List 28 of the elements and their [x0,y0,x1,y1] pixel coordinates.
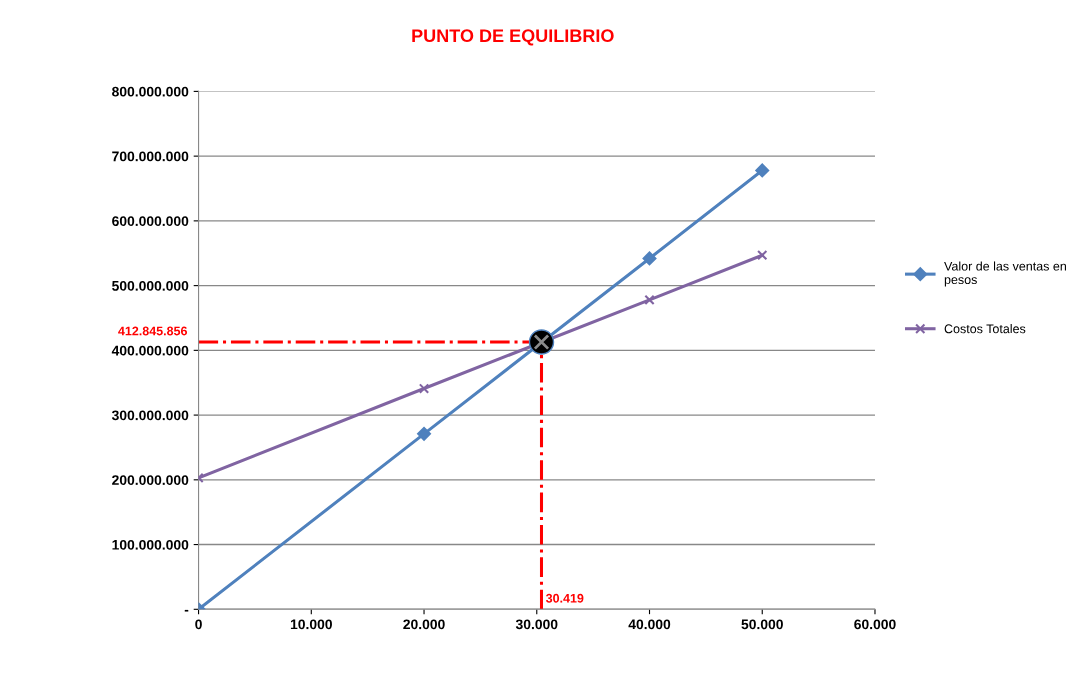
x-tick-label: 20.000 [403,619,445,630]
chart-title: PUNTO DE EQUILIBRIO [412,29,614,46]
x-tick-label: 50.000 [741,619,783,630]
point [417,426,431,441]
y-tick-label: - [184,609,189,612]
point [757,249,768,261]
y-tick-label: 600.000.000 [112,216,189,227]
point [642,251,657,266]
point [644,294,655,306]
point [418,383,430,394]
point [528,329,555,355]
x-tick-label: 10.000 [290,619,332,630]
point [755,163,770,178]
x-tick-label: 40.000 [628,619,671,630]
ref-line-label: 30.419 [545,593,584,603]
y-tick-label: 700.000.000 [112,151,189,162]
ref-line-label: 412.845.856 [118,326,188,336]
legend-label: Valor de las ventas en pesos [944,261,1066,287]
x-tick-label: 60.000 [854,619,896,630]
y-tick-label: 800.000.000 [112,86,189,97]
y-tick-label: 500.000.000 [112,280,189,291]
y-tick-label: 200.000.000 [112,475,189,485]
legend-label: Costos Totales [944,324,1026,334]
y-tick-label: 100.000.000 [112,539,189,550]
y-tick-label: 300.000.000 [111,410,189,421]
y-tick-label: 400.000.000 [111,345,189,356]
x-tick-label: 0 [195,619,202,630]
x-tick-label: 30.000 [515,619,558,630]
